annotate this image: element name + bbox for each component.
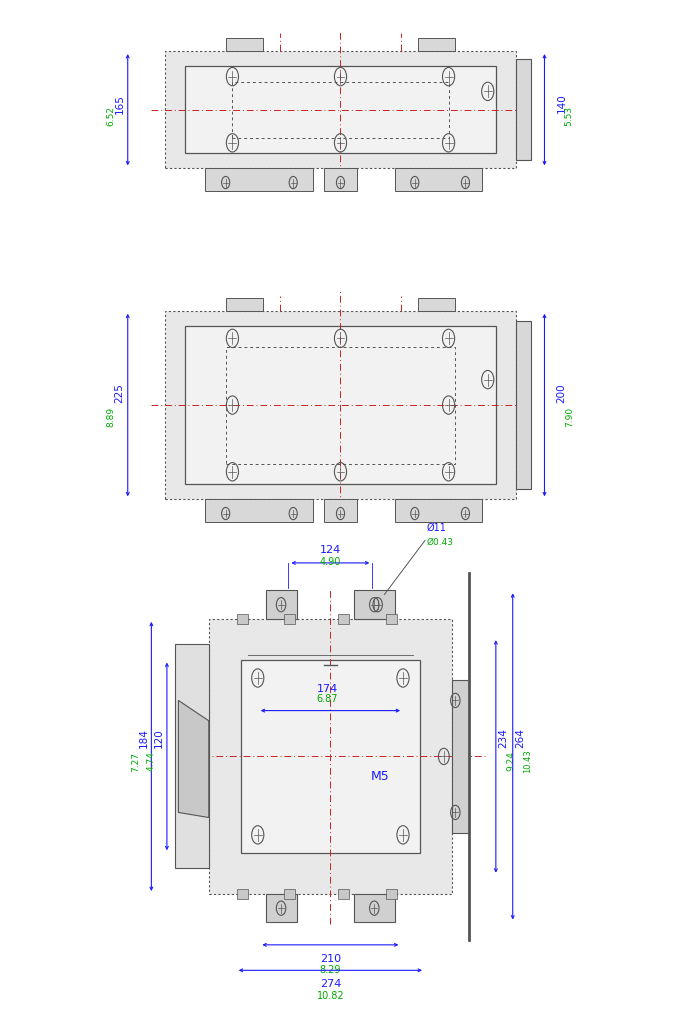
Polygon shape (394, 500, 482, 521)
Polygon shape (206, 500, 313, 521)
Text: 264: 264 (516, 728, 526, 749)
Bar (237, 889, 248, 899)
Bar (418, 38, 456, 51)
Text: 274: 274 (319, 980, 341, 989)
Bar (175, 644, 209, 868)
Text: 6.52: 6.52 (107, 105, 116, 126)
Bar (385, 613, 396, 624)
Bar (225, 298, 263, 311)
Text: Ø11: Ø11 (426, 522, 446, 532)
Text: 10.82: 10.82 (317, 990, 344, 1000)
Polygon shape (178, 700, 209, 817)
Bar (354, 894, 394, 923)
Bar (516, 322, 531, 489)
Bar (185, 326, 496, 484)
Text: 7.90: 7.90 (565, 408, 574, 427)
Bar (285, 613, 296, 624)
Bar (385, 889, 396, 899)
Bar (225, 38, 263, 51)
Text: 10.43: 10.43 (524, 750, 533, 773)
Bar (185, 67, 496, 153)
Polygon shape (394, 168, 482, 190)
Bar (165, 311, 516, 500)
Text: 4.74: 4.74 (146, 752, 155, 771)
Polygon shape (323, 500, 358, 521)
Polygon shape (323, 168, 358, 190)
Bar (225, 346, 456, 464)
Bar (237, 613, 248, 624)
Bar (516, 59, 531, 160)
Text: 7.27: 7.27 (131, 752, 140, 771)
Text: 165: 165 (114, 93, 125, 114)
Bar (165, 51, 516, 168)
Text: 120: 120 (154, 728, 164, 748)
Bar (266, 591, 297, 618)
Text: 5.53: 5.53 (565, 105, 574, 126)
Text: 184: 184 (139, 728, 148, 749)
Bar (209, 618, 452, 894)
Bar (418, 298, 456, 311)
Text: M5: M5 (371, 770, 390, 783)
Text: 8.29: 8.29 (319, 966, 341, 975)
Text: 140: 140 (556, 94, 567, 114)
Text: 210: 210 (320, 954, 341, 964)
Bar (232, 82, 449, 137)
Polygon shape (206, 168, 313, 190)
Text: 200: 200 (556, 383, 567, 402)
Text: Ø0.43: Ø0.43 (426, 538, 454, 547)
Bar (354, 591, 394, 618)
Text: 9.24: 9.24 (507, 752, 516, 771)
Bar (285, 889, 296, 899)
Bar (241, 659, 420, 853)
Bar (452, 680, 469, 833)
Text: 8.89: 8.89 (107, 408, 116, 427)
Bar (338, 613, 349, 624)
Bar (266, 894, 297, 923)
Text: 234: 234 (498, 728, 509, 749)
Text: 225: 225 (114, 383, 125, 402)
Text: 124: 124 (320, 545, 341, 555)
Text: 6.87: 6.87 (316, 694, 338, 705)
Text: 4.90: 4.90 (319, 557, 341, 567)
Bar (338, 889, 349, 899)
Text: 174: 174 (317, 684, 338, 694)
